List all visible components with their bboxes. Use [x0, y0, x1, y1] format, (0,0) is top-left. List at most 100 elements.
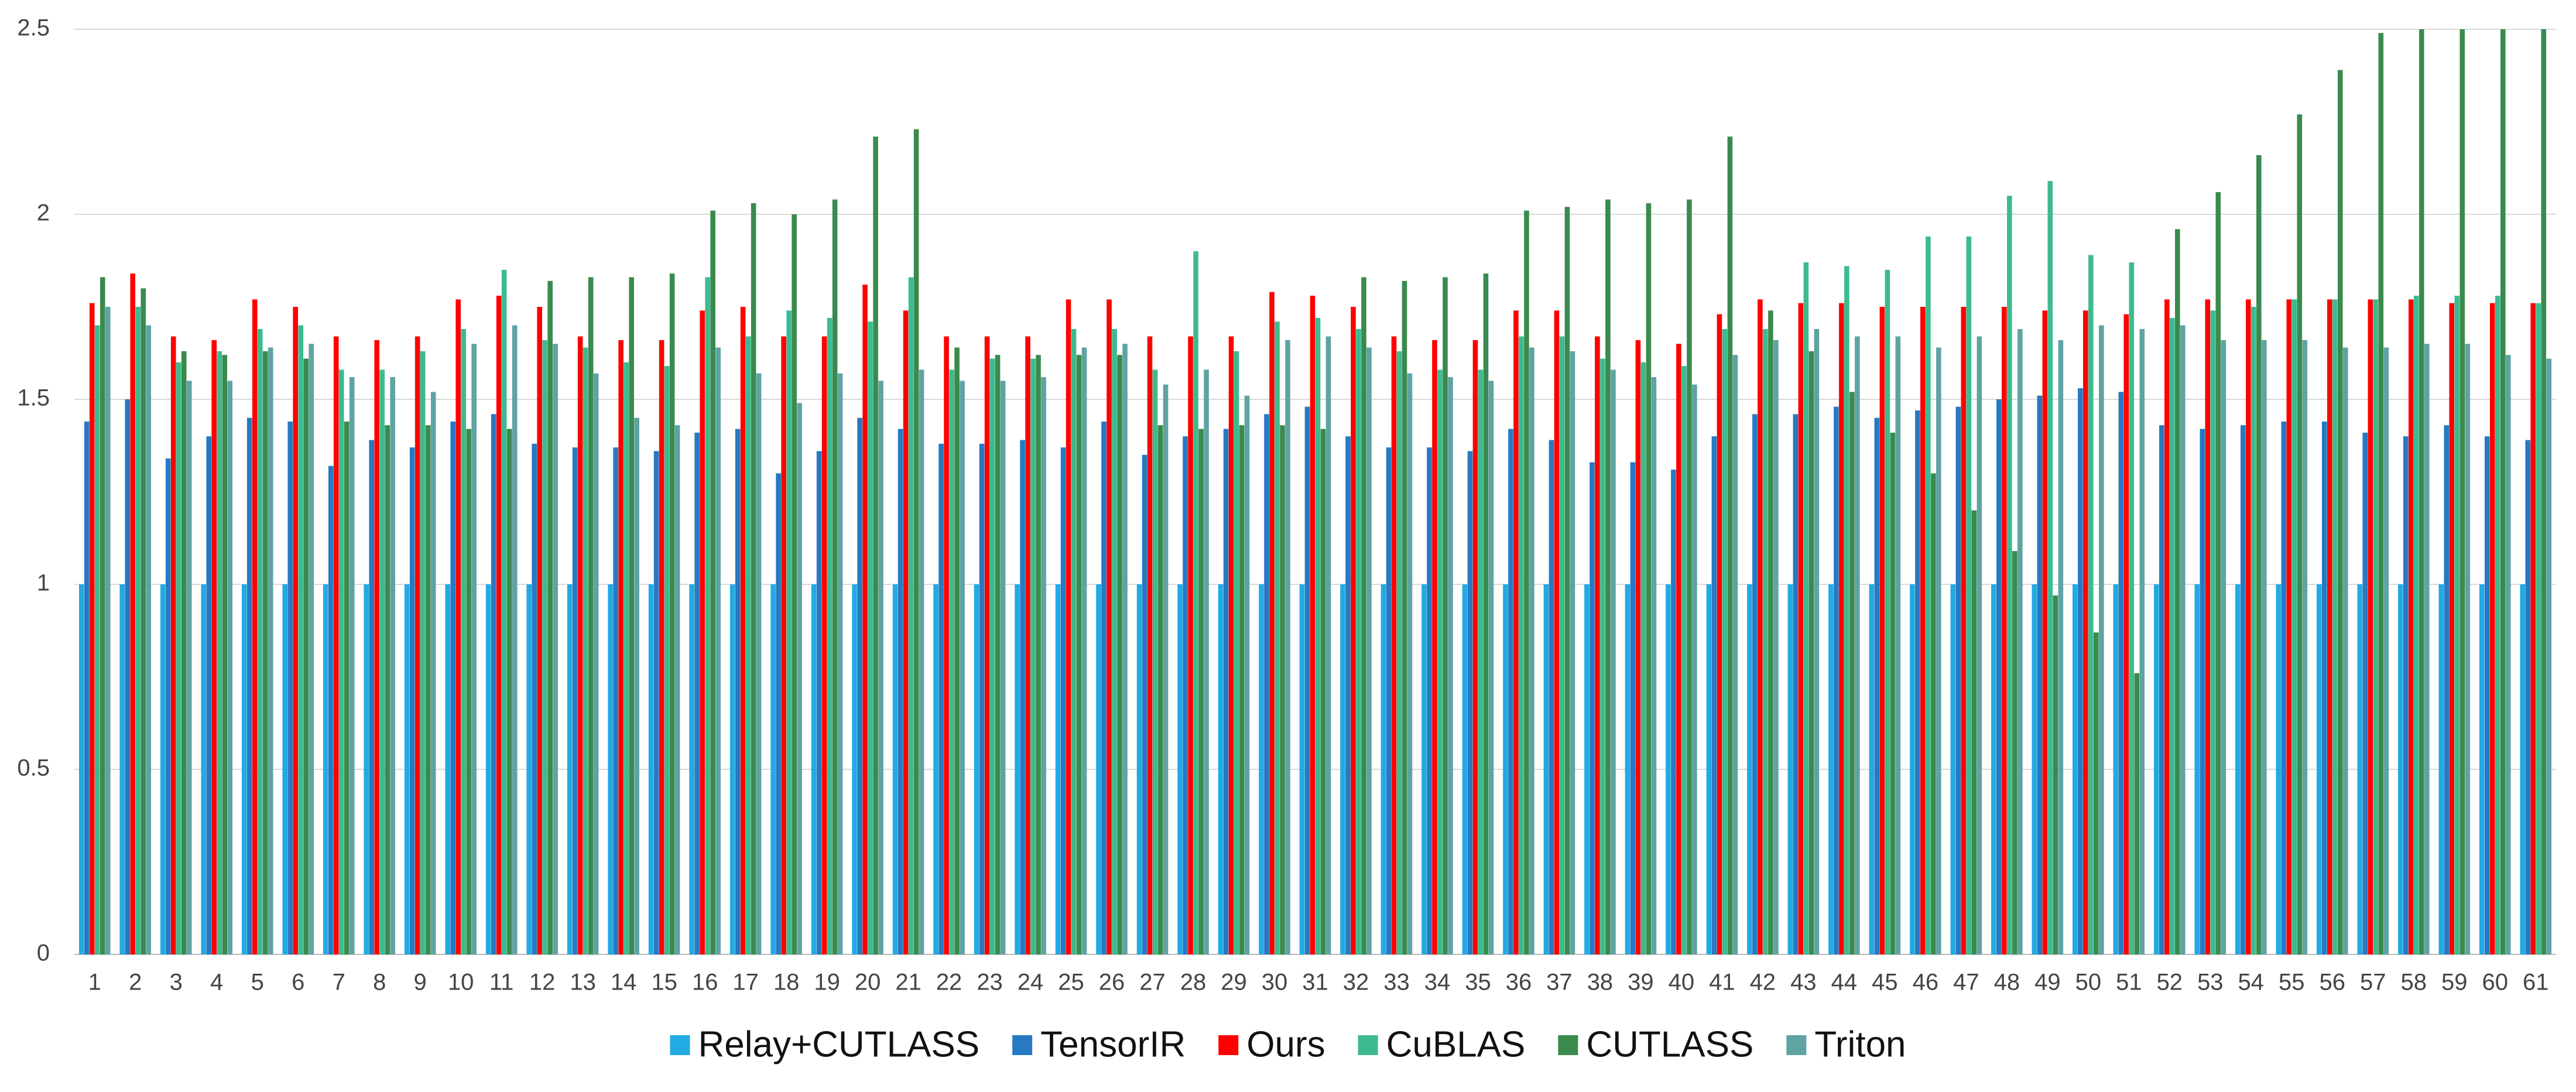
bar: [1239, 425, 1245, 954]
bar: [1793, 414, 1799, 954]
bar: [949, 369, 954, 954]
bar: [262, 351, 268, 954]
bar: [1356, 328, 1361, 955]
bar: [827, 317, 833, 955]
bar: [984, 336, 990, 954]
bar: [1218, 584, 1224, 954]
bar: [2235, 584, 2241, 954]
bar: [1584, 584, 1590, 954]
bar: [379, 369, 385, 954]
bar: [526, 584, 532, 954]
bar: [1625, 584, 1630, 954]
bar: [1193, 251, 1198, 955]
bar: [710, 210, 715, 955]
bar: [2525, 440, 2531, 954]
bar: [1879, 307, 1885, 954]
bar: [2262, 340, 2267, 954]
x-tick-label: 25: [1058, 970, 1084, 995]
x-tick-label: 48: [1994, 970, 2020, 995]
bar: [2007, 196, 2012, 954]
bar: [903, 310, 909, 954]
bar: [425, 425, 431, 954]
bar: [415, 336, 420, 954]
x-tick-label: 1: [88, 970, 101, 995]
bar: [1711, 436, 1717, 954]
x-tick-label: 26: [1099, 970, 1125, 995]
bar: [1646, 203, 1652, 954]
bar: [1147, 336, 1153, 954]
bar: [995, 355, 1001, 954]
bar: [648, 584, 654, 954]
bar: [577, 336, 583, 954]
bar: [1421, 584, 1427, 954]
y-tick-label: 2: [37, 200, 50, 226]
x-tick-label: 46: [1913, 970, 1939, 995]
x-tick-label: 28: [1180, 970, 1207, 995]
bar: [1651, 377, 1657, 954]
bar: [954, 347, 960, 954]
bar: [211, 340, 217, 954]
bar: [445, 584, 450, 954]
bar: [2170, 317, 2175, 955]
bar: [1717, 314, 1722, 954]
bar: [501, 269, 507, 954]
bar: [770, 584, 776, 954]
bar: [567, 584, 573, 954]
bar: [1758, 299, 1763, 954]
bar: [1285, 340, 1290, 954]
bar: [1055, 584, 1061, 954]
bar: [1402, 280, 1407, 954]
x-tick-label: 7: [333, 970, 345, 995]
x-tick-label: 59: [2441, 970, 2468, 995]
bar: [349, 377, 355, 954]
x-tick-label: 21: [895, 970, 922, 995]
bar: [1768, 310, 1773, 954]
bar: [2094, 632, 2099, 954]
bar: [160, 584, 166, 954]
y-tick-label: 2.5: [17, 15, 50, 41]
x-tick-label: 60: [2482, 970, 2509, 995]
bar: [2332, 299, 2338, 954]
bar: [485, 584, 491, 954]
bar: [1432, 340, 1437, 954]
legend-label: CuBLAS: [1386, 1024, 1526, 1064]
bar: [792, 214, 797, 954]
bar: [2017, 328, 2023, 955]
x-tick-label: 17: [732, 970, 759, 995]
bar: [2459, 29, 2465, 954]
bar: [618, 340, 624, 954]
bar: [1920, 307, 1926, 954]
bar: [2408, 299, 2414, 954]
bar: [1030, 358, 1036, 954]
bar: [1763, 328, 1768, 955]
bar: [1244, 395, 1250, 954]
bar: [700, 310, 705, 954]
bar: [420, 351, 426, 954]
x-tick-label: 41: [1709, 970, 1735, 995]
bar: [246, 417, 252, 954]
bar: [944, 336, 949, 954]
bar: [2113, 584, 2119, 954]
bar: [532, 443, 537, 954]
bar: [1814, 328, 1820, 955]
bar: [1966, 236, 1972, 954]
bar: [2256, 155, 2262, 954]
x-tick-label: 2: [129, 970, 142, 995]
bar: [1060, 447, 1066, 954]
x-tick-label: 20: [855, 970, 881, 995]
bar: [2342, 347, 2348, 954]
bar: [2123, 314, 2129, 954]
bar: [2465, 344, 2471, 955]
bar: [1015, 584, 1020, 954]
bar: [1478, 369, 1484, 954]
bar: [141, 288, 146, 954]
x-tick-label: 6: [292, 970, 304, 995]
x-tick-label: 31: [1302, 970, 1328, 995]
bar: [2378, 33, 2384, 955]
bar: [2286, 299, 2292, 954]
bar: [1386, 447, 1392, 954]
bar: [2221, 340, 2226, 954]
bar: [2520, 584, 2526, 954]
bar: [84, 421, 90, 954]
bar: [1234, 351, 1239, 954]
